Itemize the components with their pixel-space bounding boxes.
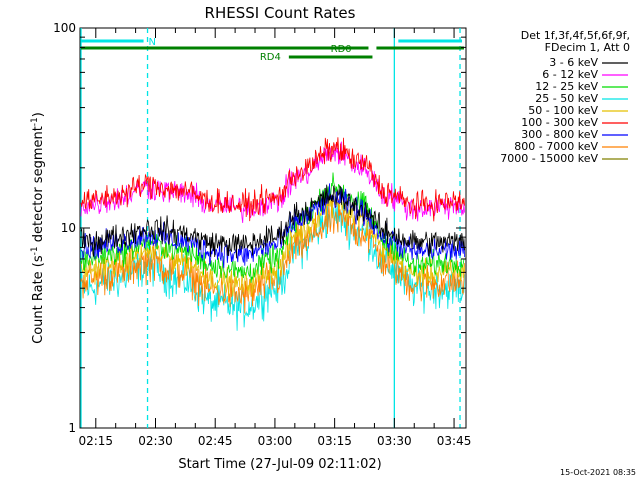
x-tick-label: 03:15 — [317, 434, 352, 448]
attenuator-bars: N RD0 RD4 — [81, 37, 465, 63]
y-tick-label: 1 — [68, 421, 76, 435]
legend-entry-label: 50 - 100 keV — [528, 104, 598, 117]
chart-title: RHESSI Count Rates — [205, 4, 356, 22]
series-line-6 — [80, 183, 465, 269]
y-axis-label-rest: detector segment — [31, 126, 46, 246]
legend-entry-label: 25 - 50 keV — [535, 92, 598, 105]
legend-entry-label: 3 - 6 keV — [549, 56, 598, 69]
state-bar-label-n: N — [149, 37, 156, 48]
x-axis-ticks: 02:15 02:30 02:45 03:00 03:15 03:30 03:45 — [78, 28, 471, 448]
x-tick-label: 03:45 — [437, 434, 472, 448]
x-axis-label: Start Time (27-Jul-09 02:11:02) — [178, 457, 381, 472]
legend-header-1: Det 1f,3f,4f,5f,6f,9f, — [521, 29, 630, 42]
legend-entry-label: 300 - 800 keV — [521, 128, 598, 141]
legend-entry-label: 100 - 300 keV — [521, 116, 598, 129]
legend-entry-label: 6 - 12 keV — [542, 68, 598, 81]
footer-timestamp: 15-Oct-2021 08:35 — [560, 468, 636, 477]
x-tick-label: 02:15 — [78, 434, 113, 448]
legend: Det 1f,3f,4f,5f,6f,9f, FDecim 1, Att 0 3… — [500, 29, 630, 165]
y-axis-label-sup2: -1 — [30, 117, 40, 126]
y-tick-label: 10 — [61, 221, 76, 235]
legend-entry-label: 800 - 7000 keV — [514, 140, 598, 153]
x-tick-label: 03:00 — [258, 434, 293, 448]
x-tick-label: 03:30 — [377, 434, 412, 448]
series-lines — [80, 137, 465, 331]
y-axis-label: Count Rate (s-1 detector segment-1) — [30, 112, 46, 344]
y-axis-ticks: 1 10 100 — [53, 21, 466, 435]
y-axis-label-close: ) — [31, 112, 46, 117]
x-tick-label: 02:45 — [198, 434, 233, 448]
series-line-0 — [80, 184, 465, 259]
y-tick-label: 100 — [53, 21, 76, 35]
legend-header-2: FDecim 1, Att 0 — [545, 41, 630, 54]
y-axis-label-main: Count Rate (s — [31, 255, 46, 344]
y-axis-label-sup: -1 — [30, 246, 40, 255]
series-line-5 — [80, 137, 465, 222]
series-line-7 — [80, 197, 465, 314]
state-bar-label-rd4: RD4 — [260, 52, 281, 63]
legend-entry-label: 7000 - 15000 keV — [500, 152, 598, 165]
state-bar-label-rd0: RD0 — [331, 44, 352, 55]
x-tick-label: 02:30 — [138, 434, 173, 448]
legend-entry-label: 12 - 25 keV — [535, 80, 598, 93]
